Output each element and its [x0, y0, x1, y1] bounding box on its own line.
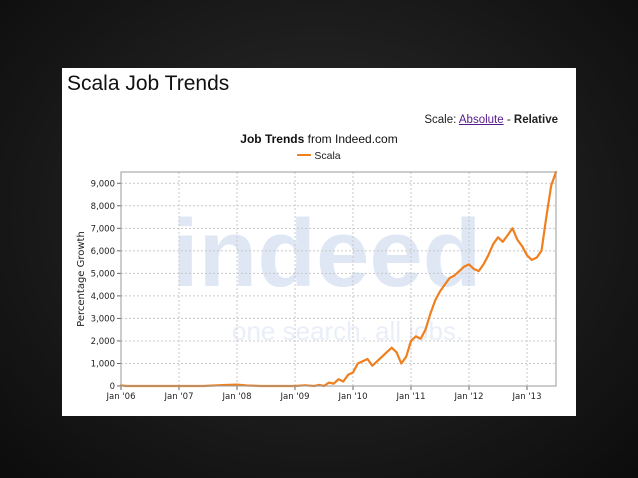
y-tick-label: 2,000 — [91, 337, 115, 347]
x-tick-label: Jan '06 — [106, 392, 136, 402]
x-tick-label: Jan '07 — [164, 392, 194, 402]
y-axis-ticks: 0 1,000 2,000 3,000 4,000 5,000 6,000 7,000 8,00… — [91, 179, 121, 392]
page-title: Scala Job Trends — [67, 72, 230, 95]
watermark-brand: indeed — [172, 200, 481, 307]
chart-title-bold: Job Trends — [240, 132, 305, 146]
x-tick-label: Jan '12 — [454, 392, 484, 402]
chart-grid — [121, 172, 556, 386]
y-axis-label: Percentage Growth — [76, 231, 87, 327]
y-tick-label: 5,000 — [91, 269, 115, 279]
y-tick-label: 9,000 — [91, 179, 115, 189]
chart-title-rest: from Indeed.com — [307, 132, 398, 146]
y-tick-label: 6,000 — [91, 247, 115, 257]
x-tick-label: Jan '11 — [396, 392, 426, 402]
plot-frame — [120, 171, 557, 387]
scale-relative-option[interactable]: Relative — [513, 114, 558, 126]
y-tick-label: 4,000 — [91, 292, 115, 302]
y-tick-label: 8,000 — [91, 202, 115, 212]
y-tick-label: 0 — [110, 382, 115, 392]
indeed-watermark: indeed one search. all jobs. — [172, 200, 481, 346]
y-tick-label: 7,000 — [91, 224, 115, 234]
line-chart: indeed one search. all jobs. 0 1,000 2,000… — [76, 170, 558, 402]
legend-label-scala: Scala — [314, 150, 341, 162]
scale-selector: Scale: Absolute - Relative — [424, 114, 558, 126]
x-tick-label: Jan '10 — [338, 392, 368, 402]
y-tick-label: 3,000 — [91, 314, 115, 324]
job-trends-card: Scala Job Trends Scale: Absolute - Relat… — [62, 68, 576, 416]
chart-legend: Scala — [62, 150, 576, 162]
x-tick-label: Jan '09 — [280, 392, 310, 402]
scale-separator: - — [506, 114, 511, 126]
y-tick-label: 1,000 — [91, 359, 115, 369]
scale-absolute-link[interactable]: Absolute — [458, 114, 504, 126]
scale-label: Scale: — [424, 114, 457, 126]
chart-title: Job Trends from Indeed.com — [62, 132, 576, 146]
x-tick-label: Jan '08 — [222, 392, 252, 402]
legend-swatch-scala — [297, 154, 312, 157]
x-tick-label: Jan '13 — [512, 392, 542, 402]
x-axis-ticks: Jan '06 Jan '07 Jan '08 Jan '09 Jan '10 Jan '… — [106, 386, 542, 402]
